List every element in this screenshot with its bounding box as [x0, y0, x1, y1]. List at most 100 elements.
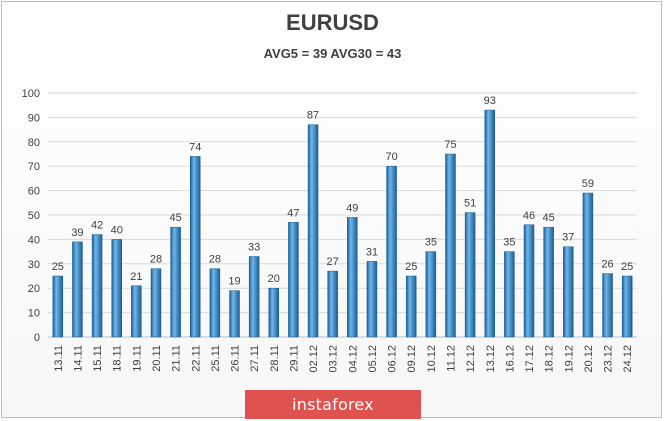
data-label: 46 [523, 210, 535, 222]
x-tick-label: 10.12 [426, 345, 438, 373]
data-label: 25 [52, 261, 64, 273]
bar [327, 270, 338, 338]
bar [307, 124, 319, 338]
data-label: 39 [71, 227, 83, 239]
bars [52, 109, 633, 338]
y-tick-label: 20 [28, 283, 40, 295]
data-label: 87 [307, 110, 319, 122]
x-tick-label: 23.12 [603, 345, 615, 373]
data-label: 35 [503, 237, 515, 249]
x-tick-label: 28.11 [269, 345, 281, 372]
data-label: 75 [444, 139, 456, 151]
data-label: 47 [287, 207, 299, 219]
bar [464, 212, 476, 338]
bar [288, 222, 299, 338]
x-tick-label: 15.11 [92, 345, 104, 372]
instaforex-watermark: instaforex [245, 390, 421, 419]
x-tick-label: 25.11 [210, 345, 222, 372]
y-tick-label: 60 [28, 186, 40, 198]
bar [602, 273, 613, 338]
bar [347, 217, 358, 338]
data-label: 45 [543, 212, 555, 224]
bar [190, 156, 201, 338]
y-tick-label: 40 [28, 234, 40, 246]
x-tick-label: 04.12 [347, 345, 359, 373]
data-label: 20 [268, 273, 280, 285]
bar [248, 256, 260, 338]
bar [52, 275, 64, 338]
data-label: 21 [130, 271, 142, 283]
y-tick-label: 70 [28, 161, 40, 173]
bar [91, 234, 103, 338]
bar [131, 285, 142, 338]
x-tick-label: 14.11 [72, 345, 84, 372]
bar [229, 290, 240, 338]
bar [170, 226, 181, 338]
x-tick-label: 03.12 [328, 345, 340, 373]
x-tick-label: 19.12 [563, 345, 575, 373]
bar [504, 251, 515, 338]
x-tick-label: 26.11 [230, 345, 242, 372]
x-tick-label: 13.12 [485, 345, 497, 373]
bar [582, 192, 594, 338]
data-label: 59 [582, 178, 594, 190]
x-tick-label: 21.11 [171, 345, 183, 372]
bar [209, 268, 221, 338]
bar [523, 224, 535, 338]
x-tick-label: 16.12 [504, 345, 516, 373]
bar [484, 109, 495, 338]
bar [111, 239, 122, 338]
x-tick-label: 17.12 [524, 345, 536, 373]
x-tick-label: 27.11 [249, 345, 261, 372]
gridlines [48, 92, 637, 338]
x-tick-label: 29.11 [288, 345, 300, 372]
data-label: 42 [91, 220, 103, 232]
bar [366, 261, 378, 338]
y-tick-label: 80 [28, 137, 40, 149]
x-tick-label: 18.11 [112, 345, 124, 372]
data-label: 28 [150, 254, 162, 266]
y-tick-label: 50 [28, 210, 40, 222]
data-label: 33 [248, 241, 260, 253]
y-tick-label: 100 [22, 88, 40, 100]
x-tick-label: 02.12 [308, 345, 320, 373]
data-label: 28 [209, 254, 221, 266]
y-tick-label: 30 [28, 259, 40, 271]
data-label: 49 [346, 202, 358, 214]
data-label: 25 [405, 261, 417, 273]
data-labels: 25 39 42 40 21 28 45 74 28 19 33 20 47 87 27 49 31 70 25 35… [52, 95, 634, 288]
bar [268, 287, 280, 338]
x-tick-label: 06.12 [387, 345, 399, 373]
x-tick-label: 18.12 [544, 345, 556, 373]
x-tick-label: 19.11 [131, 345, 143, 372]
x-tick-label: 13.11 [53, 345, 65, 372]
bar [621, 275, 633, 338]
data-label: 74 [189, 141, 201, 153]
chart-title: EURUSD [286, 10, 379, 35]
data-label: 70 [385, 151, 397, 163]
data-label: 93 [484, 95, 496, 107]
bar [405, 275, 417, 338]
y-tick-label: 10 [28, 308, 40, 320]
x-tick-label: 24.12 [622, 345, 634, 373]
data-label: 35 [425, 237, 437, 249]
x-tick-label: 12.12 [465, 345, 477, 373]
bar [543, 226, 554, 338]
data-label: 26 [601, 259, 613, 271]
data-label: 37 [562, 232, 574, 244]
bar [386, 165, 397, 338]
bar [72, 241, 83, 338]
x-tick-label: 05.12 [367, 345, 379, 373]
bar [425, 251, 437, 338]
bar [445, 153, 456, 338]
data-label: 51 [464, 198, 476, 210]
chart-subtitle: AVG5 = 39 AVG30 = 43 [263, 46, 402, 61]
axes: 0 10 20 30 40 50 60 70 80 90 100 13.11 14.11 15.11 18.… [22, 88, 637, 373]
x-tick-label: 09.12 [406, 345, 418, 373]
x-tick-label: 20.12 [583, 345, 595, 373]
data-label: 19 [228, 276, 240, 288]
data-label: 31 [366, 246, 378, 258]
x-tick-label: 22.11 [190, 345, 202, 372]
